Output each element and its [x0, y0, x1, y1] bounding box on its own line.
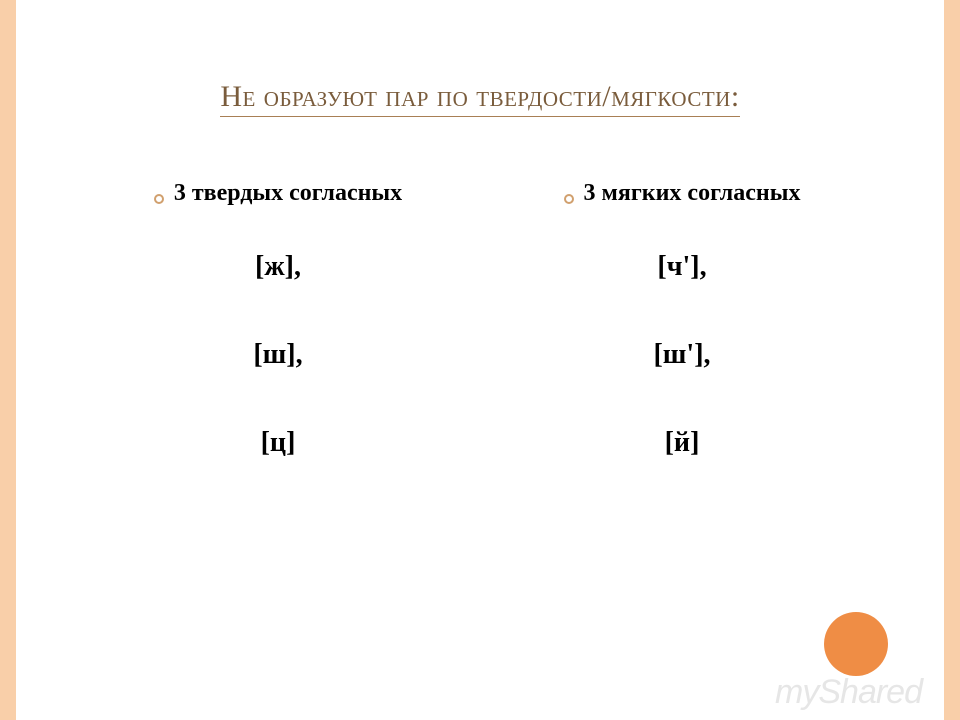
- accent-circle: [824, 612, 888, 676]
- slide-content: Не образуют пар по твердости/мягкости: 3…: [16, 0, 944, 720]
- watermark: myShared: [775, 673, 922, 712]
- right-rail: [944, 0, 960, 720]
- right-column-head: 3 мягких согласных: [480, 180, 884, 207]
- left-column-head: 3 твердых согласных: [76, 180, 480, 207]
- right-column-head-text: 3 мягких согласных: [584, 180, 801, 207]
- left-rail: [0, 0, 16, 720]
- list-item: [й]: [480, 427, 884, 459]
- bullet-icon: [154, 194, 164, 204]
- slide-title: Не образуют пар по твердости/мягкости:: [220, 80, 739, 117]
- list-item: [ш],: [76, 339, 480, 371]
- list-item: [ч'],: [480, 251, 884, 283]
- list-item: [ш'],: [480, 339, 884, 371]
- list-item: [ж],: [76, 251, 480, 283]
- slide: Не образуют пар по твердости/мягкости: 3…: [0, 0, 960, 720]
- left-column-head-text: 3 твердых согласных: [174, 180, 402, 207]
- left-column: 3 твердых согласных [ж], [ш], [ц]: [76, 180, 480, 515]
- columns: 3 твердых согласных [ж], [ш], [ц] 3 мягк…: [76, 180, 884, 515]
- bullet-icon: [564, 194, 574, 204]
- list-item: [ц]: [76, 427, 480, 459]
- right-column: 3 мягких согласных [ч'], [ш'], [й]: [480, 180, 884, 515]
- title-wrap: Не образуют пар по твердости/мягкости:: [16, 80, 944, 117]
